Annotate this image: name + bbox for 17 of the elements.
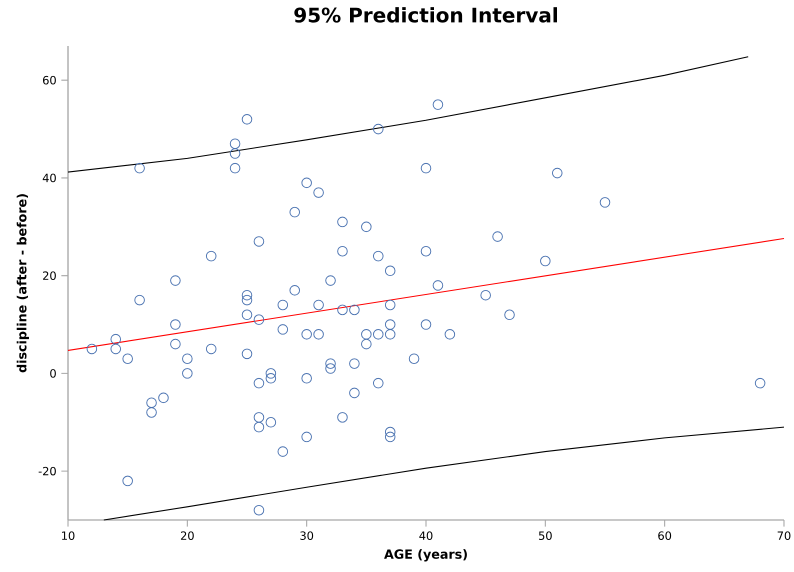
x-tick-label: 70 — [778, 531, 790, 540]
x-axis-title: AGE (years) — [384, 549, 467, 562]
line-series — [67, 56, 749, 173]
x-tick-label: 10 — [62, 531, 74, 540]
y-tick-label: -20 — [38, 466, 56, 476]
x-tick-label: 40 — [419, 531, 432, 540]
y-tick-label: 60 — [43, 76, 56, 85]
x-tick-label: 50 — [538, 531, 552, 540]
line-series — [103, 426, 785, 521]
y-tick-label: 20 — [43, 271, 56, 280]
chart-title: 95% Prediction Interval — [294, 7, 557, 23]
y-tick-label: 0 — [50, 369, 56, 378]
y-axis-title: discipline (after - before) — [16, 194, 29, 372]
x-tick-label: 60 — [658, 531, 672, 540]
x-tick-label: 20 — [180, 531, 194, 540]
y-tick-label: 40 — [42, 174, 56, 182]
x-tick-label: 30 — [300, 531, 314, 540]
